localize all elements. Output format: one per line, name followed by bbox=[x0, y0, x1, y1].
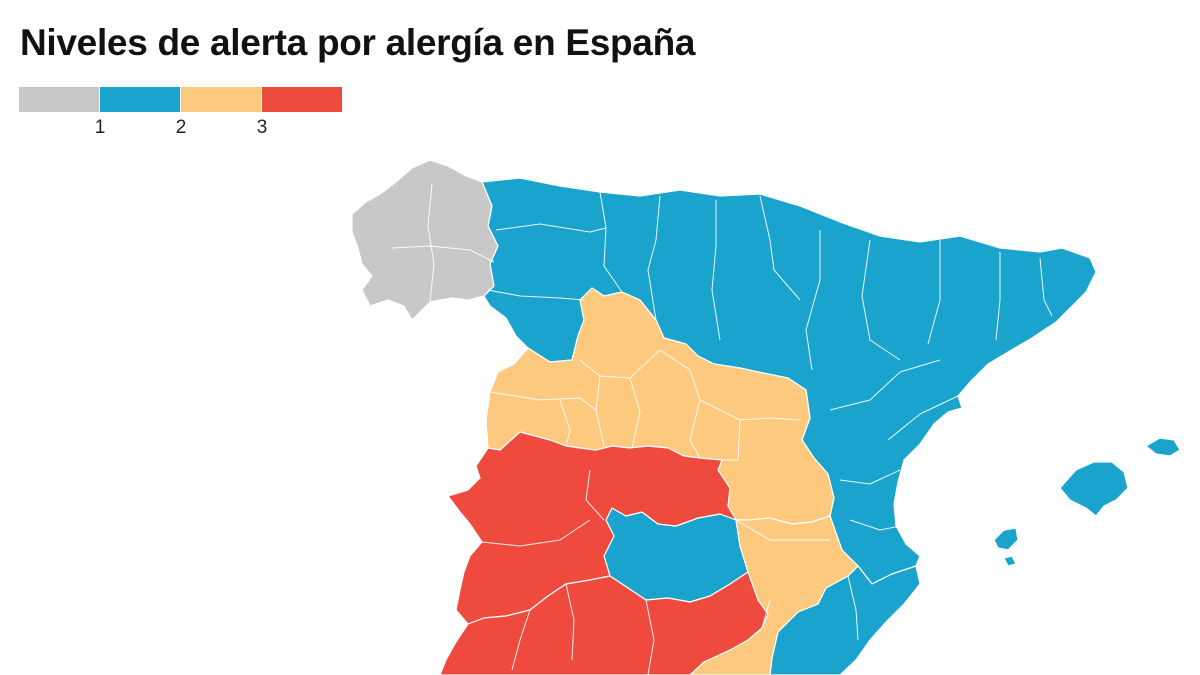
page-title: Niveles de alerta por alergía en España bbox=[20, 22, 696, 63]
region-galicia bbox=[351, 159, 499, 321]
legend-swatch-gray bbox=[19, 87, 99, 112]
legend-swatch-red bbox=[262, 87, 342, 112]
province-borders bbox=[391, 183, 1053, 675]
legend-tick-1: 1 bbox=[94, 117, 106, 138]
legend-swatch-blue bbox=[100, 87, 180, 112]
region-extremadura-toledo bbox=[447, 431, 737, 625]
region-andalucia-occidental bbox=[439, 571, 769, 675]
region-ibiza bbox=[993, 527, 1019, 551]
region-menorca bbox=[1145, 437, 1181, 457]
legend-tick-3: 3 bbox=[256, 117, 268, 138]
legend: 1 2 3 bbox=[19, 87, 343, 143]
legend-tick-2: 2 bbox=[175, 117, 187, 138]
legend-bar bbox=[19, 87, 343, 112]
region-mallorca bbox=[1059, 461, 1129, 517]
legend-swatch-yellow bbox=[181, 87, 261, 112]
region-formentera bbox=[1003, 555, 1017, 567]
